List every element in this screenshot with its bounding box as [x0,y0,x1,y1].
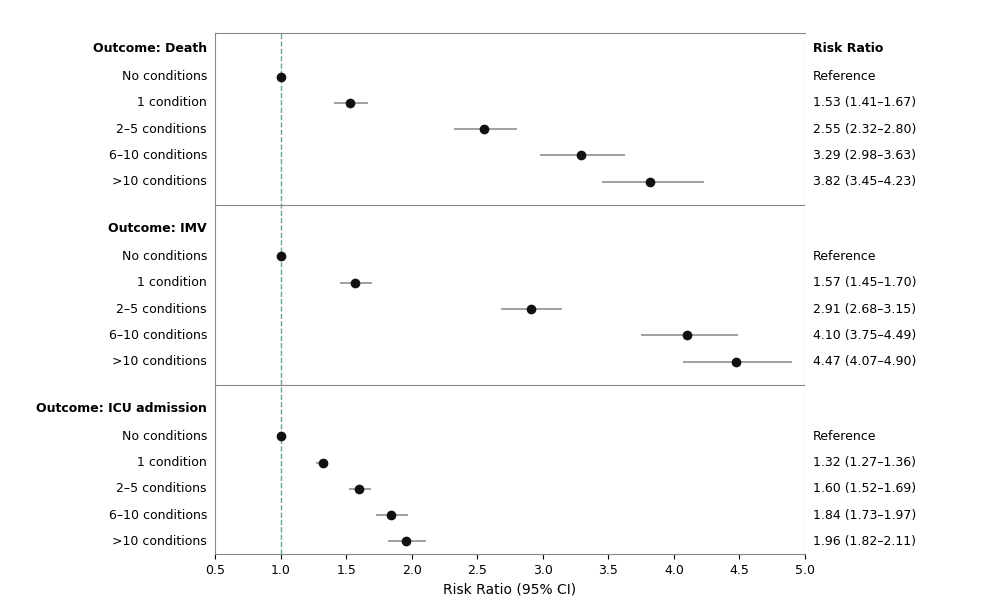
Text: No conditions: No conditions [122,70,207,83]
Text: >10 conditions: >10 conditions [112,175,207,188]
Text: 3.82 (3.45–4.23): 3.82 (3.45–4.23) [813,175,916,188]
Text: 6–10 conditions: 6–10 conditions [109,508,207,522]
Text: Reference: Reference [813,430,876,443]
Text: 1 condition: 1 condition [137,276,207,289]
Text: Outcome: IMV: Outcome: IMV [108,222,207,235]
Text: Reference: Reference [813,250,876,263]
Text: 2.91 (2.68–3.15): 2.91 (2.68–3.15) [813,302,916,316]
Text: 1.84 (1.73–1.97): 1.84 (1.73–1.97) [813,508,916,522]
Text: 2–5 conditions: 2–5 conditions [116,302,207,316]
Text: 2.55 (2.32–2.80): 2.55 (2.32–2.80) [813,122,916,136]
Text: 1 condition: 1 condition [137,456,207,469]
Text: Reference: Reference [813,70,876,83]
Text: >10 conditions: >10 conditions [112,355,207,368]
Text: 1.32 (1.27–1.36): 1.32 (1.27–1.36) [813,456,916,469]
Text: 1.96 (1.82–2.11): 1.96 (1.82–2.11) [813,535,916,548]
Text: Outcome: Death: Outcome: Death [93,42,207,55]
Text: 6–10 conditions: 6–10 conditions [109,329,207,342]
Text: 4.10 (3.75–4.49): 4.10 (3.75–4.49) [813,329,916,342]
Text: Outcome: ICU admission: Outcome: ICU admission [36,402,207,415]
Text: No conditions: No conditions [122,430,207,443]
Text: 3.29 (2.98–3.63): 3.29 (2.98–3.63) [813,149,916,162]
Text: 4.47 (4.07–4.90): 4.47 (4.07–4.90) [813,355,916,368]
Text: >10 conditions: >10 conditions [112,535,207,548]
Text: 1 condition: 1 condition [137,96,207,110]
Text: 6–10 conditions: 6–10 conditions [109,149,207,162]
Text: 1.57 (1.45–1.70): 1.57 (1.45–1.70) [813,276,916,289]
Text: 2–5 conditions: 2–5 conditions [116,482,207,495]
Text: No conditions: No conditions [122,250,207,263]
X-axis label: Risk Ratio (95% CI): Risk Ratio (95% CI) [443,583,577,597]
Text: 2–5 conditions: 2–5 conditions [116,122,207,136]
Text: 1.60 (1.52–1.69): 1.60 (1.52–1.69) [813,482,916,495]
Text: 1.53 (1.41–1.67): 1.53 (1.41–1.67) [813,96,916,110]
Text: Risk Ratio: Risk Ratio [813,42,883,55]
